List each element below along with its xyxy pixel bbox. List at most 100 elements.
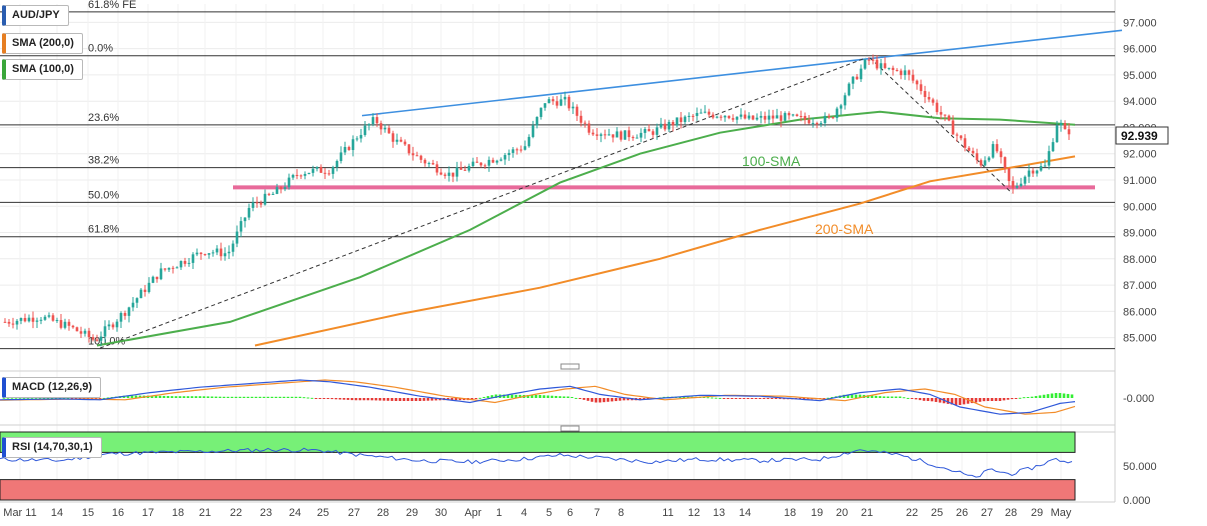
candle-body: [823, 115, 827, 124]
candle-body: [931, 99, 935, 103]
time-tick-label: Apr: [464, 507, 481, 519]
time-tick-label: 21: [199, 507, 211, 519]
candle-body: [439, 172, 443, 175]
macd-histogram-bar: [290, 396, 294, 398]
rsi-legend[interactable]: RSI (14,70,30,1): [2, 437, 102, 458]
macd-histogram-bar: [974, 398, 978, 403]
macd-histogram-bar: [970, 398, 974, 404]
price-tick-label: 92.000: [1123, 149, 1157, 161]
candle-body: [15, 320, 19, 325]
macd-histogram-bar: [366, 398, 370, 401]
macd-histogram-bar: [370, 398, 374, 401]
candle-body: [219, 248, 223, 257]
macd-histogram-bar: [474, 398, 478, 399]
macd-axis-label: -0.000: [1123, 393, 1154, 405]
candle-body: [211, 252, 215, 254]
candle-body: [259, 203, 263, 205]
candle-body: [727, 115, 731, 119]
candle-body: [947, 115, 951, 121]
candle-body: [831, 117, 835, 119]
candle-body: [507, 152, 511, 156]
candle-body: [603, 134, 607, 136]
candle-body: [463, 169, 467, 171]
candle-body: [631, 137, 635, 139]
macd-histogram-bar: [802, 398, 806, 400]
macd-histogram-bar: [270, 396, 274, 398]
candle-body: [1007, 168, 1011, 182]
candle-body: [523, 146, 527, 150]
macd-histogram-bar: [314, 398, 318, 399]
rsi-overbought-zone: [0, 431, 1076, 453]
macd-histogram-bar: [58, 397, 62, 399]
candle-body: [23, 318, 27, 322]
time-tick-label: 11: [662, 507, 673, 519]
macd-histogram-bar: [710, 397, 714, 399]
macd-histogram-bar: [806, 398, 810, 400]
candle-body: [983, 160, 987, 166]
fib-level-label: 0.0%: [88, 43, 113, 55]
candle-body: [335, 160, 339, 168]
macd-histogram-bar: [286, 396, 290, 398]
macd-histogram-bar: [406, 398, 410, 401]
candle-body: [255, 202, 259, 204]
macd-histogram-bar: [550, 395, 554, 398]
candle-body: [575, 106, 579, 116]
macd-histogram-bar: [514, 394, 518, 398]
fib-level-label: 61.8% FE: [88, 0, 136, 11]
candle-body: [67, 321, 71, 326]
time-tick-label: 30: [435, 507, 447, 519]
candle-body: [131, 302, 135, 308]
candle-body: [403, 141, 407, 145]
macd-histogram-bar: [910, 398, 914, 399]
candle-body: [343, 147, 347, 153]
candle-body: [299, 175, 303, 177]
macd-histogram-bar: [54, 397, 58, 399]
macd-histogram-bar: [1014, 398, 1018, 399]
candle-body: [559, 99, 563, 106]
macd-histogram-bar: [922, 398, 926, 401]
macd-legend[interactable]: MACD (12,26,9): [2, 377, 102, 398]
macd-histogram-bar: [986, 398, 990, 401]
candle-body: [287, 177, 291, 188]
time-tick-label: 8: [618, 507, 624, 519]
candle-body: [459, 167, 463, 170]
candle-body: [491, 159, 495, 163]
candle-body: [163, 268, 167, 270]
macd-histogram-bar: [134, 395, 138, 398]
macd-histogram-bar: [194, 396, 198, 398]
candle-body: [323, 172, 327, 174]
macd-histogram-bar: [1066, 393, 1070, 398]
macd-histogram-bar: [166, 396, 170, 398]
macd-histogram-bar: [982, 398, 986, 402]
macd-histogram-bar: [506, 394, 510, 398]
candle-body: [91, 337, 95, 340]
candle-body: [691, 115, 695, 117]
sma200-legend[interactable]: SMA (200,0): [2, 33, 83, 54]
sma100-legend[interactable]: SMA (100,0): [2, 59, 83, 80]
sma100-legend-label: SMA (100,0): [12, 63, 74, 75]
macd-histogram-bar: [330, 398, 334, 400]
candle-body: [443, 174, 447, 176]
macd-signal-line: [0, 379, 1076, 415]
macd-histogram-bar: [202, 396, 206, 398]
candle-body: [39, 319, 43, 321]
instrument-legend[interactable]: AUD/JPY: [2, 5, 69, 26]
candle-body: [63, 321, 67, 328]
candle-body: [663, 123, 667, 130]
candle-body: [1011, 181, 1015, 188]
macd-histogram-bar: [774, 398, 778, 399]
macd-histogram-bar: [822, 398, 826, 399]
instrument-label: AUD/JPY: [12, 9, 60, 21]
time-tick-label: 15: [82, 507, 94, 519]
candle-body: [987, 157, 991, 161]
time-tick-label: Mar 11: [3, 507, 36, 519]
candle-body: [635, 137, 639, 139]
candle-body: [571, 106, 575, 109]
macd-histogram-bar: [354, 398, 358, 401]
macd-histogram-bar: [594, 398, 598, 403]
macd-histogram-bar: [390, 398, 394, 401]
candle-body: [995, 144, 999, 152]
candle-body: [1035, 170, 1039, 174]
candle-body: [879, 63, 883, 69]
